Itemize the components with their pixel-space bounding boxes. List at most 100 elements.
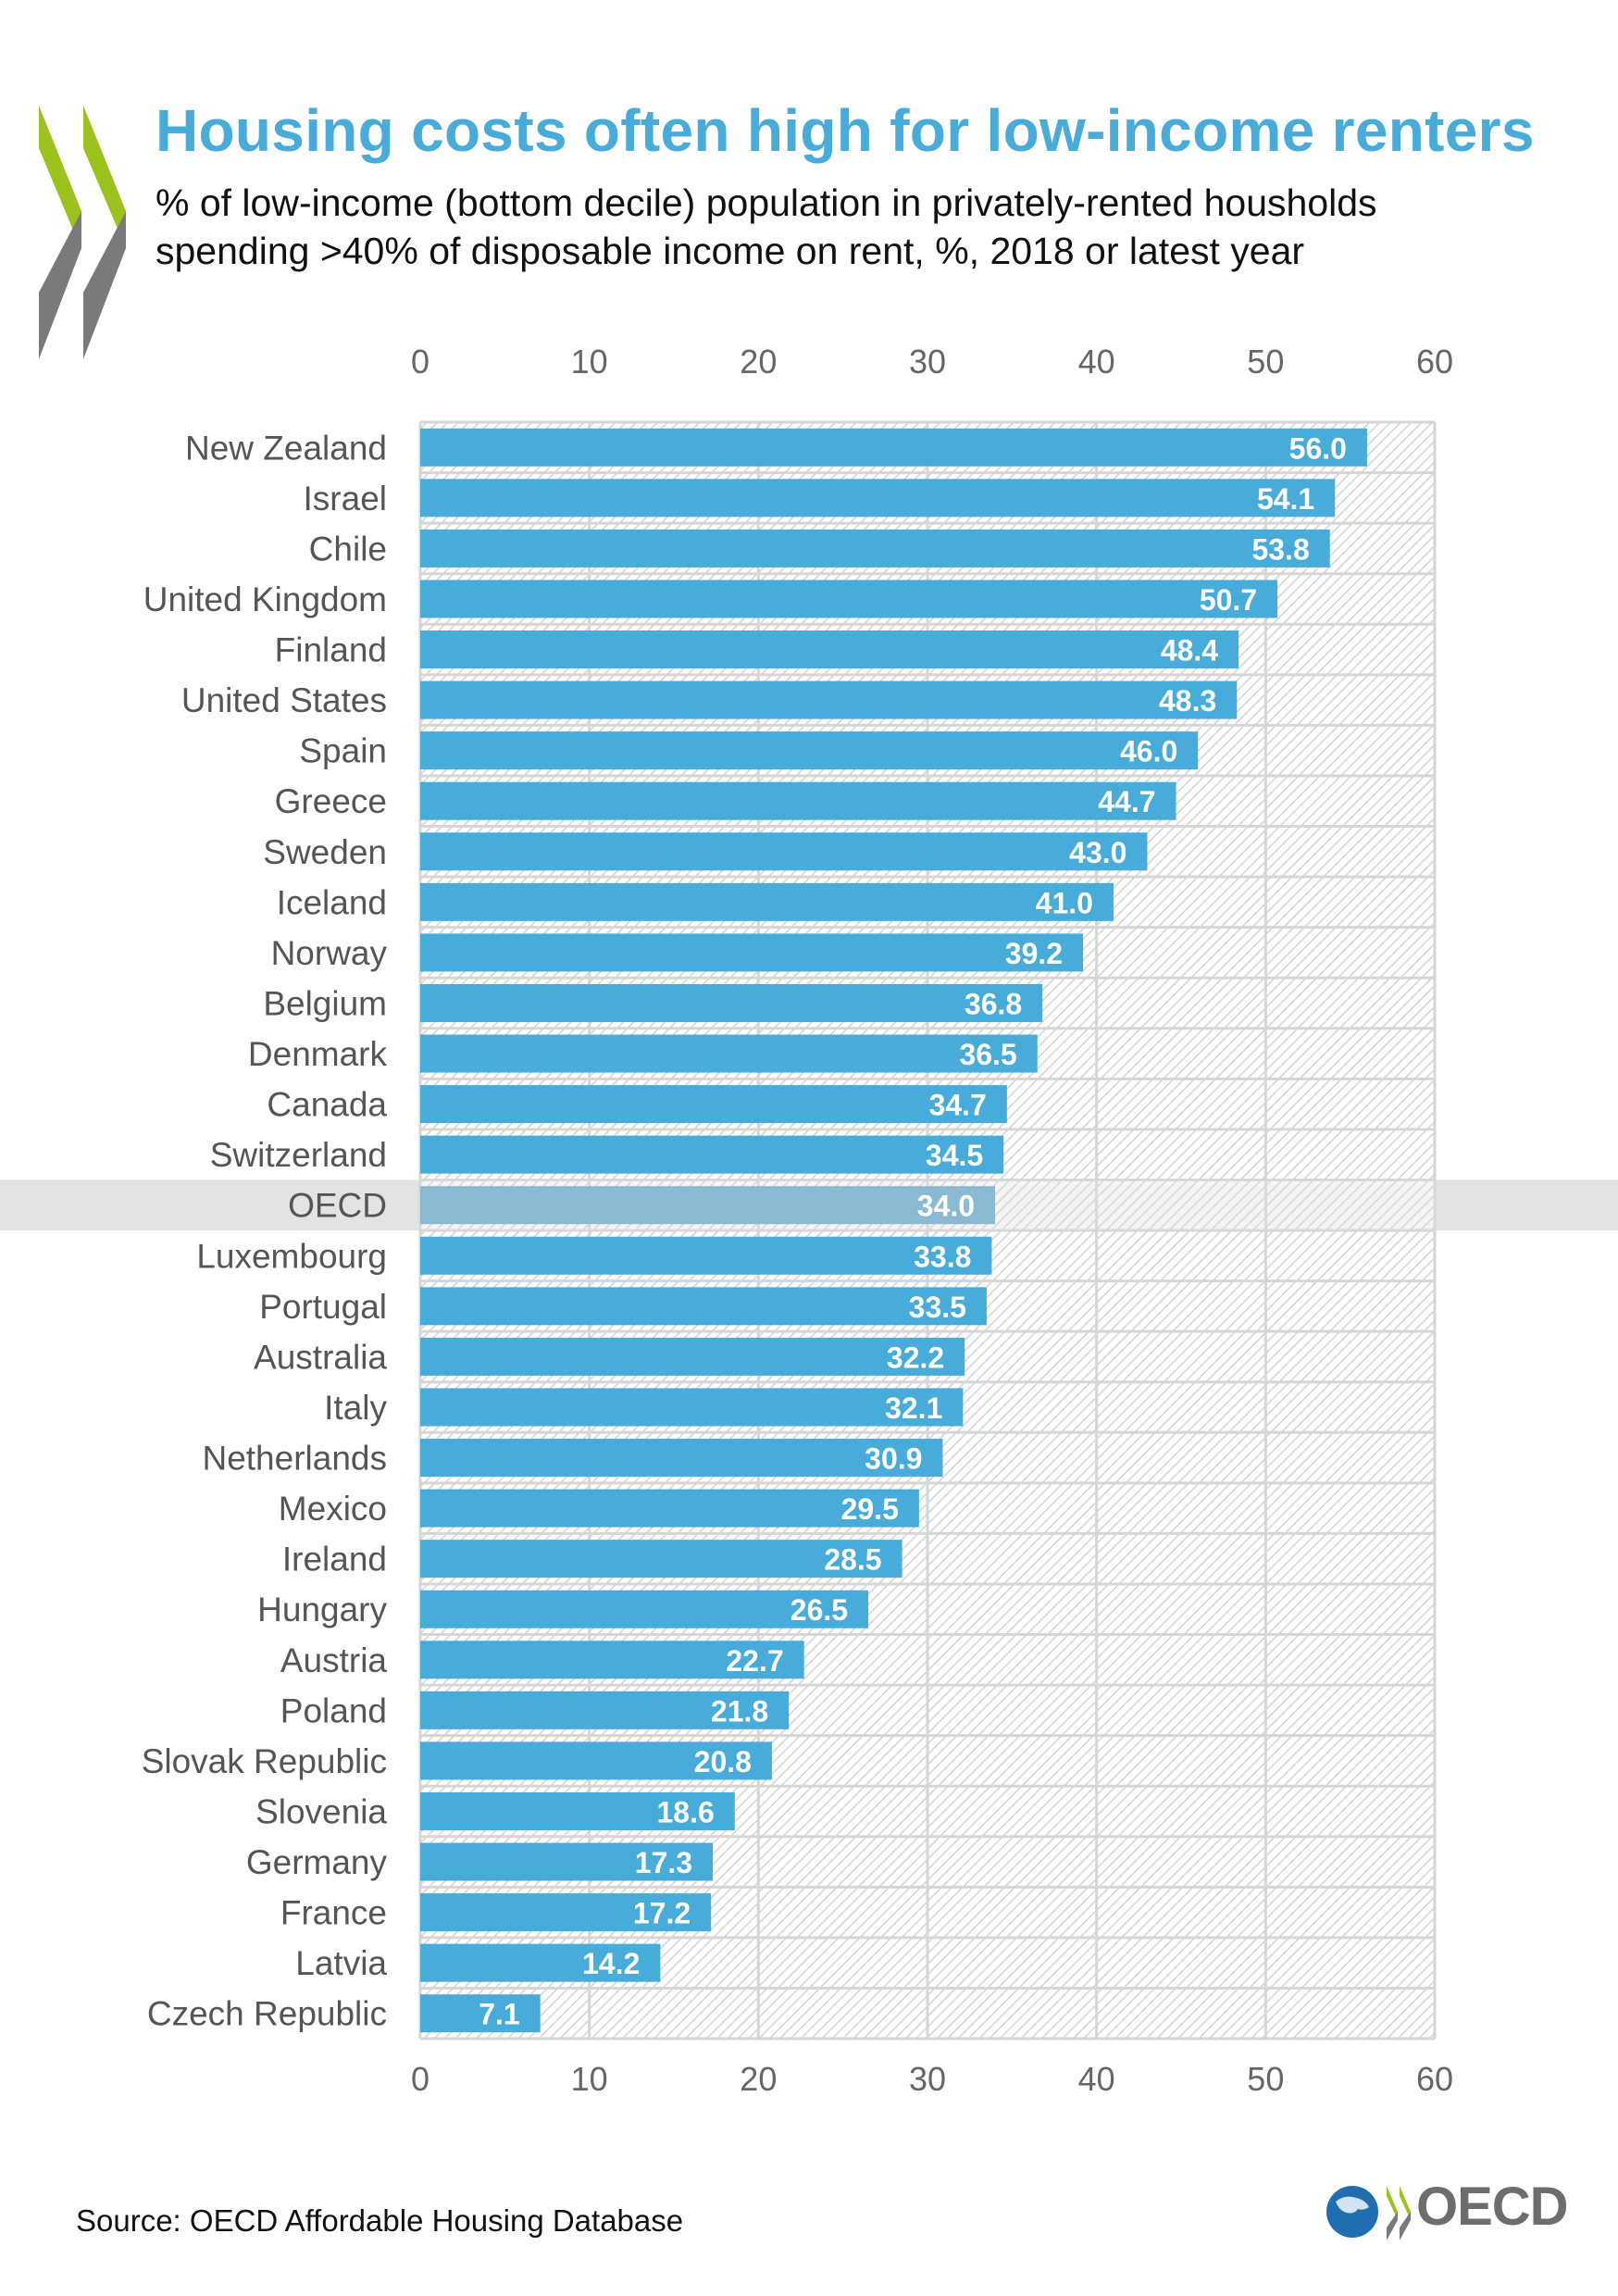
x-tick-label-bottom: 50 (1247, 2060, 1284, 2098)
category-label: Israel (304, 480, 387, 518)
bar-value-label: 32.2 (887, 1341, 944, 1374)
bar-greece (420, 781, 1176, 820)
bar-value-label: 28.5 (824, 1543, 881, 1577)
chart-subtitle-line-1: % of low-income (bottom decile) populati… (156, 181, 1377, 224)
category-label: Canada (267, 1086, 387, 1124)
x-tick-label-bottom: 10 (571, 2060, 608, 2098)
bar-value-label: 36.8 (965, 987, 1022, 1020)
category-label: OECD (288, 1187, 387, 1225)
category-label: Ireland (282, 1541, 387, 1578)
bar-luxembourg (420, 1236, 992, 1275)
bar-czech-republic (420, 1994, 541, 2033)
bar-value-label: 41.0 (1036, 886, 1093, 919)
bar-slovenia (420, 1791, 735, 1830)
bar-mexico (420, 1489, 919, 1528)
category-label: Slovenia (255, 1792, 387, 1830)
bar-latvia (420, 1943, 661, 1982)
x-tick-label-top: 0 (411, 343, 429, 381)
bar-value-label: 33.5 (909, 1291, 966, 1324)
x-tick-label-bottom: 0 (411, 2060, 429, 2098)
category-label: Iceland (277, 883, 387, 921)
category-label: Greece (275, 782, 387, 820)
category-label: Chile (309, 530, 387, 568)
bar-netherlands (420, 1439, 943, 1478)
x-tick-label-bottom: 30 (909, 2060, 946, 2098)
x-tick-label-bottom: 60 (1416, 2060, 1453, 2098)
bar-value-label: 34.5 (926, 1139, 983, 1172)
bar-value-label: 21.8 (711, 1694, 768, 1728)
highlight-overlay (420, 1179, 1435, 1230)
category-label: Belgium (263, 984, 387, 1022)
bar-value-label: 7.1 (479, 1998, 519, 2031)
bar-value-label: 36.5 (959, 1038, 1016, 1071)
x-tick-label-top: 30 (909, 343, 946, 381)
x-tick-label-top: 10 (571, 343, 608, 381)
category-label: Poland (280, 1691, 387, 1729)
x-tick-label-top: 40 (1078, 343, 1115, 381)
bar-value-label: 20.8 (694, 1745, 752, 1778)
category-label: Norway (271, 934, 388, 972)
bar-value-label: 54.1 (1257, 482, 1314, 516)
bar-iceland (420, 882, 1114, 921)
bar-new-zealand (420, 428, 1367, 467)
category-label: Latvia (295, 1944, 387, 1982)
bar-united-states (420, 680, 1238, 719)
bar-value-label: 53.8 (1251, 532, 1309, 566)
category-label: Portugal (259, 1288, 387, 1326)
category-label: United Kingdom (143, 580, 387, 618)
bar-switzerland (420, 1135, 1004, 1174)
bar-value-label: 18.6 (656, 1795, 714, 1828)
bar-value-label: 50.7 (1200, 583, 1257, 617)
category-label: Hungary (257, 1591, 387, 1628)
x-tick-label-bottom: 40 (1078, 2060, 1115, 2098)
category-label: United States (181, 681, 387, 719)
category-label: Germany (246, 1843, 388, 1881)
category-label: Finland (275, 631, 387, 669)
category-label: Spain (299, 732, 387, 770)
bar-united-kingdom (420, 580, 1278, 618)
oecd-logo-text: OECD (1416, 2177, 1569, 2237)
x-tick-label-top: 60 (1416, 343, 1453, 381)
bar-value-label: 44.7 (1098, 785, 1155, 818)
category-label: Austria (280, 1641, 388, 1679)
bar-germany (420, 1842, 714, 1881)
category-label: Australia (254, 1338, 387, 1376)
chart-title: Housing costs often high for low-income … (156, 97, 1535, 164)
bar-value-label: 17.3 (635, 1846, 692, 1879)
bar-value-label: 34.7 (929, 1089, 987, 1122)
bar-hungary (420, 1590, 869, 1628)
bar-israel (420, 479, 1336, 518)
bar-chile (420, 529, 1330, 568)
bar-slovak-republic (420, 1741, 772, 1780)
bar-value-label: 43.0 (1069, 836, 1126, 869)
bar-australia (420, 1337, 965, 1376)
category-label: New Zealand (185, 429, 387, 467)
bar-value-label: 48.3 (1159, 684, 1216, 718)
category-label: Slovak Republic (142, 1742, 387, 1780)
category-label: Switzerland (210, 1136, 387, 1174)
bar-finland (420, 630, 1239, 669)
bar-value-label: 26.5 (790, 1593, 848, 1627)
bar-value-label: 22.7 (726, 1644, 783, 1678)
bar-spain (420, 731, 1199, 770)
category-label: France (280, 1894, 387, 1932)
bar-oecd (420, 1186, 996, 1225)
bar-italy (420, 1388, 964, 1427)
bar-norway (420, 933, 1084, 972)
bar-value-label: 17.2 (633, 1897, 691, 1930)
category-label: Sweden (263, 833, 387, 871)
bar-sweden (420, 832, 1148, 871)
x-tick-label-top: 50 (1247, 343, 1284, 381)
chart-subtitle-line-2: spending >40% of disposable income on re… (156, 230, 1305, 272)
bar-ireland (420, 1540, 902, 1578)
category-label: Denmark (248, 1035, 388, 1073)
bar-value-label: 32.1 (885, 1391, 942, 1425)
bar-value-label: 46.0 (1120, 735, 1177, 768)
bar-value-label: 39.2 (1005, 937, 1063, 970)
oecd-chevrons-logo (39, 106, 126, 359)
bar-canada (420, 1085, 1007, 1124)
category-label: Luxembourg (196, 1237, 387, 1275)
bar-portugal (420, 1287, 987, 1326)
bar-belgium (420, 983, 1043, 1022)
